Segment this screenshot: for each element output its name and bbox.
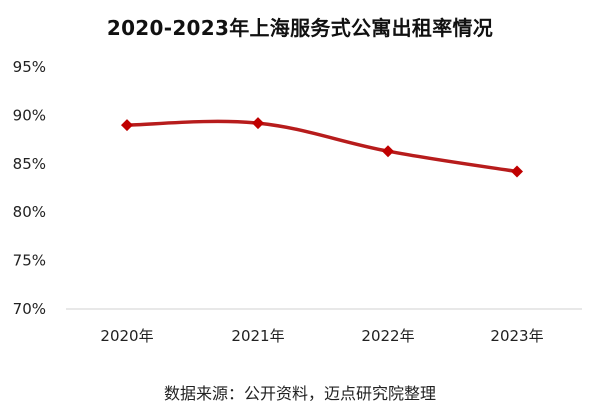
series-line	[125, 119, 519, 174]
y-axis-ticks: 70% 75% 80% 85% 90% 95%	[13, 58, 46, 318]
y-tick-label: 85%	[13, 155, 46, 173]
x-tick-label: 2021年	[231, 327, 284, 345]
y-tick-label: 90%	[13, 106, 46, 124]
data-point-marker	[382, 145, 394, 158]
x-axis-ticks: 2020年 2021年 2022年 2023年	[100, 327, 543, 345]
data-point-marker	[252, 117, 264, 130]
chart-title: 2020-2023年上海服务式公寓出租率情况	[106, 16, 494, 40]
chart-source-note: 数据来源：公开资料，迈点研究院整理	[163, 384, 436, 403]
y-tick-label: 80%	[13, 203, 46, 221]
x-tick-label: 2023年	[490, 327, 543, 345]
data-point-marker	[511, 165, 523, 178]
x-tick-label: 2022年	[361, 327, 414, 345]
series-layer	[121, 117, 523, 178]
y-tick-label: 70%	[13, 300, 46, 318]
data-point-marker	[121, 119, 133, 132]
x-tick-label: 2020年	[100, 327, 153, 345]
y-tick-label: 75%	[13, 252, 46, 270]
y-tick-label: 95%	[13, 58, 46, 76]
